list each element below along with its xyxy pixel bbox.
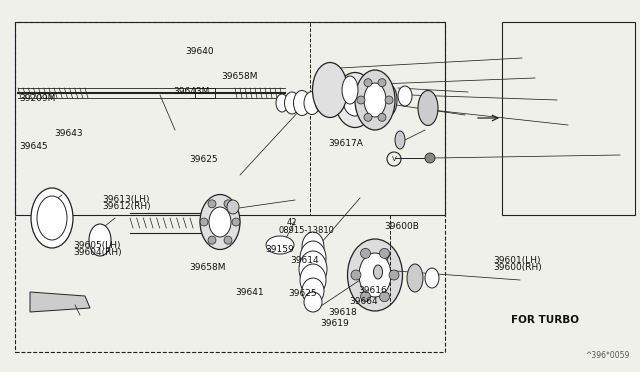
- Ellipse shape: [302, 278, 324, 304]
- Circle shape: [224, 200, 232, 208]
- Circle shape: [380, 248, 390, 258]
- Text: 39600B: 39600B: [384, 222, 419, 231]
- Bar: [502, 22, 635, 215]
- Ellipse shape: [316, 94, 328, 112]
- Text: 39600(RH): 39600(RH): [493, 263, 541, 272]
- Circle shape: [425, 153, 435, 163]
- Text: 39641: 39641: [236, 288, 264, 296]
- Ellipse shape: [335, 73, 375, 128]
- Polygon shape: [30, 292, 90, 312]
- Circle shape: [208, 200, 216, 208]
- Ellipse shape: [285, 92, 300, 114]
- Ellipse shape: [312, 62, 348, 118]
- Ellipse shape: [304, 292, 322, 312]
- Ellipse shape: [304, 92, 320, 115]
- Text: 39209M: 39209M: [19, 94, 56, 103]
- Text: 39619: 39619: [320, 319, 349, 328]
- Ellipse shape: [276, 94, 288, 112]
- Ellipse shape: [302, 232, 324, 262]
- Ellipse shape: [209, 207, 231, 237]
- Ellipse shape: [300, 241, 326, 275]
- Ellipse shape: [89, 224, 111, 256]
- Circle shape: [380, 292, 390, 302]
- Circle shape: [351, 270, 361, 280]
- Text: V: V: [392, 156, 396, 162]
- Text: 39625: 39625: [189, 155, 218, 164]
- Circle shape: [364, 113, 372, 121]
- Ellipse shape: [383, 85, 397, 115]
- Circle shape: [385, 96, 393, 104]
- Ellipse shape: [200, 195, 240, 250]
- Bar: [195, 88, 215, 98]
- Text: 39664: 39664: [349, 297, 378, 306]
- Text: 39604(RH): 39604(RH): [74, 248, 122, 257]
- Ellipse shape: [374, 265, 383, 279]
- Text: 39643M: 39643M: [173, 87, 209, 96]
- Circle shape: [200, 218, 208, 226]
- Circle shape: [378, 113, 386, 121]
- Circle shape: [232, 218, 240, 226]
- Text: 39614: 39614: [290, 256, 319, 265]
- Circle shape: [378, 79, 386, 87]
- Text: 39625: 39625: [288, 289, 317, 298]
- Bar: [15, 22, 445, 215]
- Ellipse shape: [227, 200, 239, 214]
- Ellipse shape: [343, 84, 367, 116]
- Bar: [15, 22, 445, 352]
- Circle shape: [389, 270, 399, 280]
- Text: 39645: 39645: [19, 142, 48, 151]
- Text: 39618: 39618: [328, 308, 357, 317]
- Text: ^396*0059: ^396*0059: [586, 351, 630, 360]
- Text: 39640: 39640: [186, 47, 214, 56]
- Text: 42: 42: [287, 218, 297, 227]
- Text: 39617A: 39617A: [328, 139, 363, 148]
- Circle shape: [224, 236, 232, 244]
- Text: 39612(RH): 39612(RH): [102, 202, 151, 211]
- Text: 39643: 39643: [54, 129, 83, 138]
- Ellipse shape: [395, 131, 405, 149]
- Ellipse shape: [31, 188, 73, 248]
- Ellipse shape: [348, 239, 403, 311]
- Bar: [310, 22, 445, 215]
- Text: 39658M: 39658M: [221, 72, 257, 81]
- Text: 39601(LH): 39601(LH): [493, 256, 540, 265]
- Ellipse shape: [294, 90, 310, 115]
- Ellipse shape: [342, 76, 358, 104]
- Ellipse shape: [418, 90, 438, 125]
- Circle shape: [357, 96, 365, 104]
- Ellipse shape: [364, 83, 386, 117]
- Circle shape: [360, 248, 371, 258]
- Circle shape: [208, 236, 216, 244]
- Ellipse shape: [355, 70, 395, 130]
- Ellipse shape: [37, 196, 67, 240]
- Text: 39613(LH): 39613(LH): [102, 195, 150, 203]
- Circle shape: [360, 292, 371, 302]
- Text: 08915-13810: 08915-13810: [278, 226, 334, 235]
- Ellipse shape: [359, 253, 391, 297]
- Text: 39159: 39159: [266, 245, 294, 254]
- Ellipse shape: [327, 96, 337, 110]
- Ellipse shape: [425, 268, 439, 288]
- Text: 39658M: 39658M: [189, 263, 225, 272]
- Text: 39616: 39616: [358, 286, 387, 295]
- Ellipse shape: [300, 264, 326, 296]
- Text: FOR TURBO: FOR TURBO: [511, 315, 579, 325]
- Ellipse shape: [398, 86, 412, 106]
- Text: 39605(LH): 39605(LH): [74, 241, 121, 250]
- Ellipse shape: [407, 264, 423, 292]
- Ellipse shape: [266, 236, 294, 254]
- Ellipse shape: [299, 251, 327, 287]
- Circle shape: [364, 79, 372, 87]
